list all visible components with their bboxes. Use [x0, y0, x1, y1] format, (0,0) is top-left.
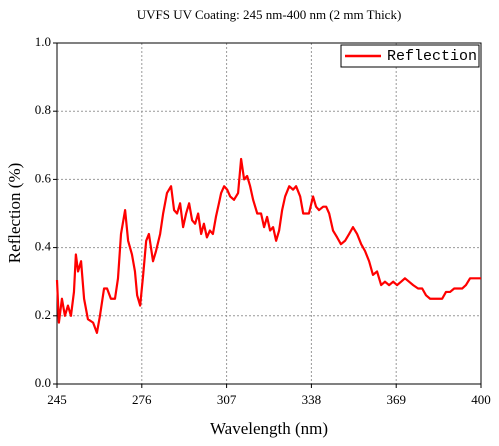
legend-label: Reflection [387, 48, 477, 65]
data-line [55, 157, 481, 334]
y-tick-label: 0.6 [35, 170, 52, 185]
y-tick-label: 0.8 [35, 102, 51, 117]
x-tick-label: 400 [471, 392, 491, 407]
x-tick-label: 307 [217, 392, 237, 407]
legend-box [340, 44, 480, 68]
x-tick-label: 245 [47, 392, 67, 407]
x-tick-label: 276 [132, 392, 152, 407]
chart-title: UVFS UV Coating: 245 nm-400 nm (2 mm Thi… [137, 7, 402, 22]
plot-frame [56, 42, 482, 385]
y-tick-label: 0.0 [35, 375, 51, 390]
x-tick-label: 369 [386, 392, 406, 407]
y-axis-label: Reflection (%) [5, 163, 24, 264]
x-tick-label: 338 [302, 392, 322, 407]
y-tick-label: 0.2 [35, 307, 51, 322]
y-tick-label: 0.4 [35, 239, 52, 254]
y-tick-label: 1.0 [35, 34, 51, 49]
x-axis-label: Wavelength (nm) [210, 419, 328, 438]
